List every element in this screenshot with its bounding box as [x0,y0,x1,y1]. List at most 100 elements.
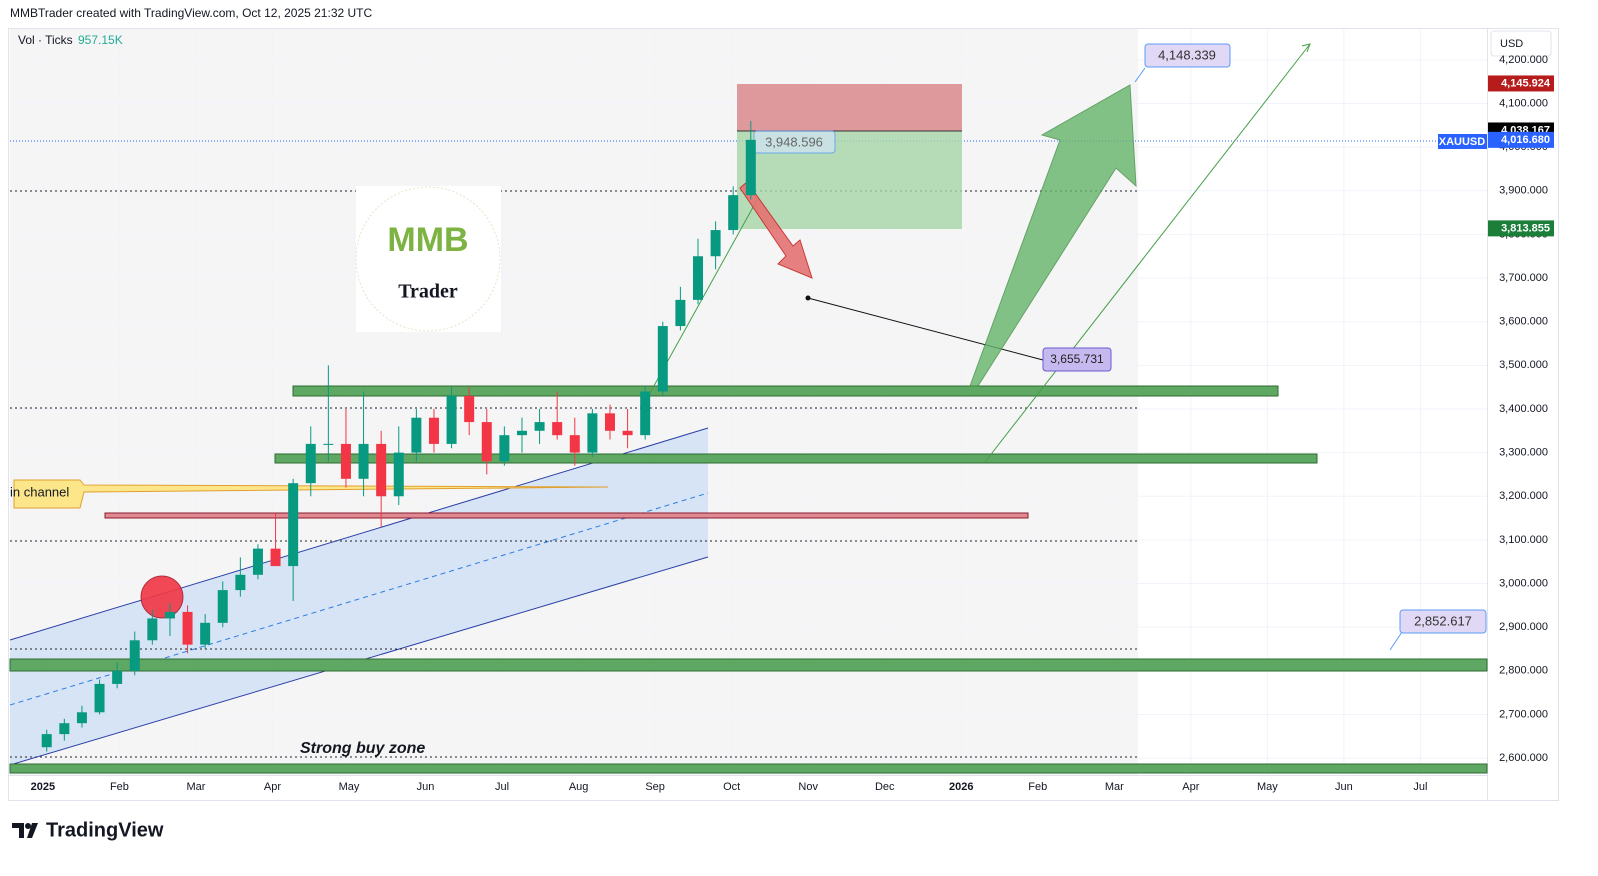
candle-body [552,422,563,436]
candle-body [622,430,633,436]
resistance-line [104,512,1029,519]
candle-body [499,435,510,462]
annotation-pointer [1389,631,1403,651]
x-tick-label: Mar [1105,781,1124,793]
price-label: 3,813.855 [1501,222,1550,234]
x-tick-label: Nov [798,781,818,793]
big-arrow [969,84,1137,387]
y-tick-label: 2,600.000 [1499,752,1548,764]
price-label: 4,016.680 [1501,134,1550,146]
zone [274,453,1318,464]
annotation: Strong buy zone [300,740,425,757]
currency-box [1490,30,1552,57]
footer-icon [12,823,38,838]
x-tick-label: Oct [723,781,740,793]
y-tick-label: 2,800.000 [1499,665,1548,677]
footer: TradingView [46,819,164,841]
annotation-pointer [1134,67,1146,83]
candle-body [710,230,721,257]
symbol-tag [1438,134,1487,149]
candle-body [288,483,299,567]
y-tick-label: 2,700.000 [1499,708,1548,720]
candle-body [59,723,70,735]
candle-body [640,391,651,436]
y-tick-label: 3,400.000 [1499,403,1548,415]
x-tick-label: Jul [1413,781,1427,793]
annotation: in channel [10,484,69,499]
indicator-value: 957.15K [78,33,123,47]
header: MMBTrader created with TradingView.com, … [10,6,372,20]
candle-body [516,430,527,436]
y-tick-label: 3,500.000 [1499,359,1548,371]
x-tick-label: Feb [1028,781,1047,793]
x-tick-label: May [1257,781,1278,793]
candle-body [94,683,105,713]
y-tick-label: 4,100.000 [1499,97,1548,109]
y-tick-label: 3,300.000 [1499,447,1548,459]
candle-body [112,670,123,684]
connector [807,297,1044,361]
annotation: 4,148.339 [1158,47,1216,62]
footer-logo [12,823,38,838]
x-tick-label: 2025 [31,781,55,793]
logo-bg [356,186,501,332]
x-tick-label: 2026 [949,781,973,793]
candle-body [305,443,316,484]
trendline [984,43,1311,463]
zone [9,658,1488,672]
candle-body [569,435,580,453]
zone [9,763,1488,774]
stop-zone [737,84,962,131]
candle-body [692,256,703,300]
y-tick-label: 4,200.000 [1499,54,1548,66]
price-label-bg [1488,220,1554,237]
candle-body [428,417,439,444]
zone [292,385,1279,397]
drawings [9,43,1488,774]
candles [41,120,756,752]
annotation-box [1144,43,1231,68]
candle-body [481,422,492,462]
y-tick-label: 3,200.000 [1499,490,1548,502]
x-tick-label: Apr [264,781,281,793]
y-tick-label: 3,100.000 [1499,534,1548,546]
footer-icon-dot [25,823,31,829]
candle-body [745,139,756,196]
x-tick-label: Aug [569,781,589,793]
price-label-bg [1488,75,1554,92]
price-label-bg [1488,131,1554,148]
trendline-head [1301,43,1311,53]
annotation: 3,655.731 [1050,352,1104,366]
candle-body [200,622,211,645]
frame [8,28,1559,801]
candle-body [182,611,193,645]
candle-body [323,443,334,445]
annotation: 2,852.617 [1414,613,1472,628]
candle-body [217,590,228,623]
connector-dot [805,295,811,301]
candle-body [464,395,475,423]
candle-body [534,422,545,431]
candle-body [41,734,52,748]
x-tick-label: Apr [1182,781,1199,793]
y-tick-label: 3,900.000 [1499,185,1548,197]
annotation: 3,948.596 [765,134,823,149]
channel-fill [10,428,708,765]
candle-body [235,574,246,591]
candle-body [358,443,369,479]
candle-body [393,452,404,497]
x-tick-label: May [339,781,360,793]
indicator-label: Vol · Ticks [18,33,73,47]
annotation-box [1399,609,1487,634]
candle-body [252,548,263,575]
candle-body [411,417,422,453]
annotation-box [1042,347,1112,372]
y-tick-label: 2,900.000 [1499,621,1548,633]
candle-body [604,413,615,431]
x-tick-label: Sep [645,781,665,793]
candle-body [675,299,686,327]
y-tick-label: 3,000.000 [1499,577,1548,589]
symbol: XAUUSD [1439,136,1486,148]
